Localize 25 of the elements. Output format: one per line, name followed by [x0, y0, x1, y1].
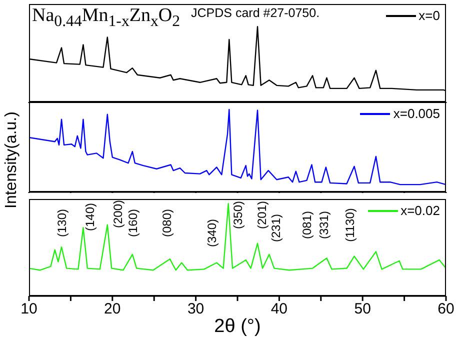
legend-label: x=0.005 — [393, 106, 440, 121]
annotation: (1130) — [343, 208, 357, 242]
annotation: (140) — [83, 202, 97, 232]
legend-label: x=0.02 — [400, 203, 440, 218]
annotation: (331) — [317, 210, 331, 240]
annotation: (160) — [126, 208, 140, 238]
x-tick-label: 40 — [270, 300, 288, 318]
chart-title: Na$_{0.44}$Mn$_{1-x}$Zn$_{x}$O$_{2}$ — [32, 5, 180, 32]
annotation: (081) — [300, 210, 314, 240]
x-tick-label: 20 — [104, 300, 121, 318]
x-axis-title: 2θ (°) — [213, 316, 262, 338]
x-tick-label: 10 — [20, 300, 38, 318]
annotation: (130) — [55, 208, 69, 238]
text: JCPDS card #27-0750. — [191, 6, 320, 21]
x-tick-label: 60 — [438, 300, 454, 318]
annotation: (350) — [231, 200, 245, 230]
annotation: (340) — [205, 218, 219, 248]
legend-label: x=0 — [418, 8, 440, 23]
annotation: (080) — [160, 208, 174, 238]
annotation: (200) — [111, 200, 125, 228]
x-tick-label: 30 — [187, 300, 204, 318]
x-tick-label: 50 — [354, 300, 371, 318]
annotation: (231) — [269, 214, 283, 242]
y-axis-title: Intensity(a.u.) — [3, 112, 21, 208]
annotation: (201) — [255, 200, 269, 230]
